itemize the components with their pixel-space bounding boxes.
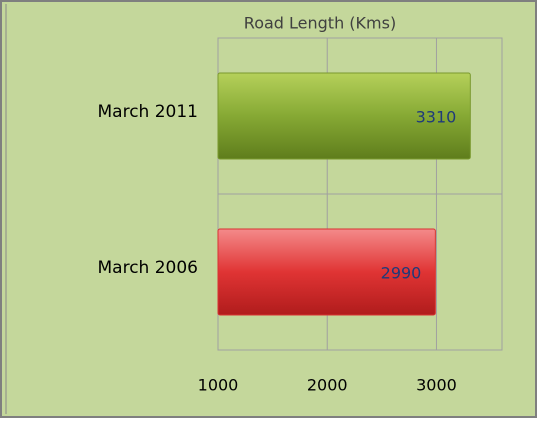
y-tick-label: March 2011 xyxy=(98,102,199,122)
data-label: 3310 xyxy=(416,108,457,127)
bar xyxy=(217,72,471,160)
bar xyxy=(217,228,436,316)
x-tick-label: 3000 xyxy=(416,376,457,395)
chart-title: Road Length (Kms) xyxy=(244,14,396,33)
data-label: 2990 xyxy=(381,264,422,283)
x-tick-label: 2000 xyxy=(307,376,348,395)
x-tick-label: 1000 xyxy=(198,376,239,395)
y-tick-label: March 2006 xyxy=(98,258,199,278)
